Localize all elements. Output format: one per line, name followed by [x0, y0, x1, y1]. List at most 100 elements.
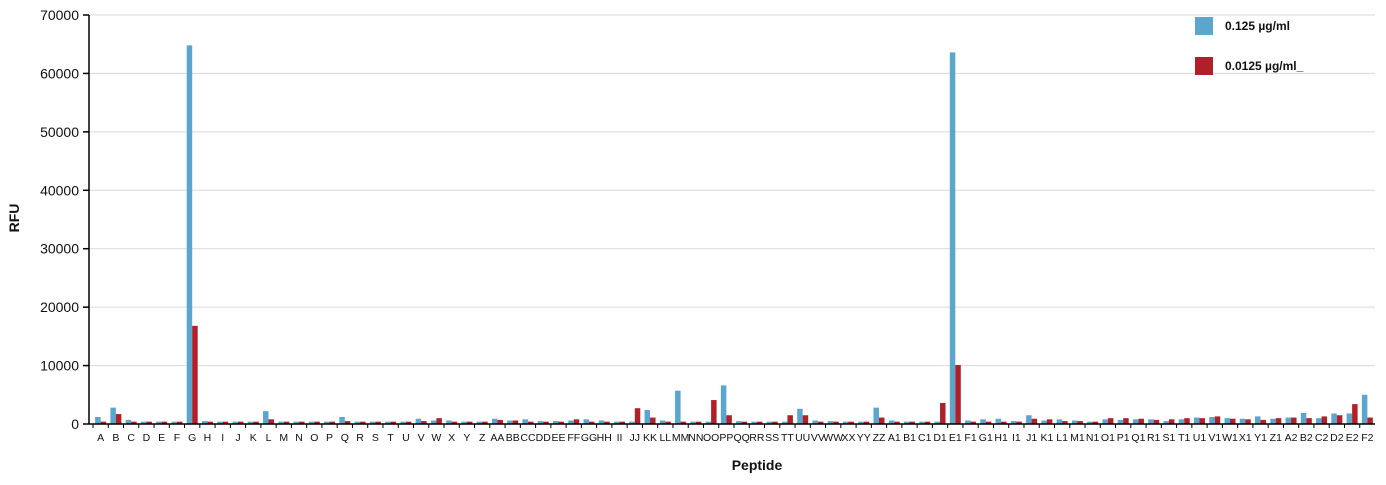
bar-series1-E2	[1346, 413, 1353, 424]
y-tick-label: 40000	[40, 182, 79, 198]
x-tick-label: S	[372, 432, 379, 444]
bar-series1-B1	[904, 421, 910, 424]
x-tick-label: EE	[551, 432, 565, 444]
x-ticks: A B C D E F G H I J K L M N O P Q R S T U V W X Y Z AA BB CC DD EE FF GG…	[92, 424, 1374, 444]
bar-series1-SS	[766, 421, 773, 424]
bar-series2-AA	[497, 419, 503, 424]
x-tick-label: F	[174, 432, 180, 444]
bar-series1-F1	[965, 420, 971, 424]
y-tick-label: 60000	[40, 65, 79, 81]
bar-series2-Q1	[1138, 418, 1144, 424]
bar-series2-S1	[1168, 419, 1175, 424]
x-tick-label: KK	[643, 432, 657, 444]
x-tick-label: C2	[1315, 432, 1329, 444]
x-tick-label: Z1	[1270, 432, 1282, 444]
bar-series2-CC	[527, 421, 534, 424]
bar-series1-CC	[522, 419, 528, 424]
bar-series1-V1	[1209, 416, 1215, 424]
bar-series1-H	[201, 421, 208, 424]
x-tick-label: X	[448, 432, 455, 444]
bar-series2-RR	[756, 421, 763, 424]
bar-series2-N1	[1092, 421, 1099, 424]
bar-series2-O1	[1107, 418, 1114, 424]
bar-series1-P	[324, 421, 330, 424]
bar-series1-D1	[934, 421, 941, 424]
bar-series2-U1	[1199, 418, 1205, 424]
x-tick-label: AA	[490, 432, 504, 444]
bar-series1-II	[614, 421, 620, 424]
x-tick-label: O	[310, 432, 318, 444]
x-tick-label: C	[127, 432, 135, 444]
bar-series1-EE	[552, 421, 559, 424]
x-tick-label: B2	[1300, 432, 1313, 444]
bar-series1-XX	[842, 421, 849, 424]
bar-series1-X	[446, 420, 452, 424]
bar-series1-F	[171, 421, 177, 424]
x-tick-label: I1	[1012, 432, 1021, 444]
bar-series2-H	[207, 421, 213, 424]
legend-label: 0.0125 µg/ml_	[1225, 59, 1304, 73]
bar-series2-Q	[344, 421, 351, 424]
x-tick-label: R1	[1147, 432, 1161, 444]
x-tick-label: W1	[1222, 432, 1238, 444]
y-ticks: 0 10000 20000 30000 40000 50000 60000 70000	[40, 7, 89, 432]
bar-series2-E2	[1352, 404, 1358, 424]
bar-series1-S	[369, 421, 376, 424]
bar-series2-S	[375, 421, 381, 424]
x-tick-label: BB	[506, 432, 520, 444]
bar-series2-E	[161, 421, 168, 424]
bar-series1-W1	[1224, 418, 1231, 424]
x-tick-label: P1	[1117, 432, 1130, 444]
bar-series2-B2	[1306, 418, 1312, 424]
bar-series1-WW	[827, 421, 834, 424]
legend-swatch	[1195, 17, 1213, 35]
x-tick-label: RR	[749, 432, 765, 444]
x-tick-label: K	[250, 432, 257, 444]
bar-series2-U	[405, 421, 412, 424]
bar-series1-BB	[507, 420, 513, 424]
x-tick-label: WW	[823, 432, 843, 444]
bar-series1-L	[263, 411, 269, 424]
x-tick-label: W	[431, 432, 441, 444]
x-tick-label: M	[279, 432, 288, 444]
bar-series2-T	[390, 421, 397, 424]
bar-series2-J	[237, 421, 244, 424]
x-tick-label: S1	[1163, 432, 1176, 444]
bar-series2-C	[131, 421, 137, 424]
x-tick-label: MM	[672, 432, 690, 444]
x-tick-label: F1	[964, 432, 976, 444]
bar-series1-MM	[675, 390, 681, 424]
bar-series2-P1	[1123, 418, 1129, 424]
bar-series2-B1	[909, 421, 915, 424]
bar-series1-T1	[1178, 419, 1185, 424]
bar-series1-J	[232, 421, 238, 424]
bar-series2-HH	[604, 421, 610, 424]
bar-series2-V1	[1214, 416, 1221, 424]
x-tick-label: O1	[1101, 432, 1115, 444]
x-tick-label: E	[158, 432, 165, 444]
bar-series1-Y	[461, 421, 467, 424]
x-tick-label: B	[112, 432, 119, 444]
bar-series1-YY	[858, 421, 864, 424]
bar-series1-E	[156, 421, 162, 424]
bar-series2-C2	[1321, 416, 1328, 424]
bar-series1-OO	[705, 421, 712, 424]
bar-series1-B	[110, 407, 116, 424]
bar-series1-I1	[1010, 421, 1017, 424]
bar-series1-A1	[888, 420, 895, 424]
axes	[88, 15, 1375, 425]
bar-series2-R1	[1153, 419, 1160, 424]
bar-series2-MM	[680, 421, 687, 424]
bar-series2-NN	[695, 421, 702, 424]
x-tick-label: D	[143, 432, 151, 444]
y-tick-label: 20000	[40, 299, 79, 315]
bar-series1-VV	[812, 420, 818, 424]
bars	[95, 45, 1373, 424]
bar-series2-SS	[772, 421, 778, 424]
bar-series2-Y1	[1260, 419, 1267, 424]
x-tick-label: VV	[811, 432, 825, 444]
bar-series2-H1	[1001, 421, 1007, 424]
bar-series1-KK	[644, 409, 651, 424]
bar-series2-R	[360, 421, 366, 424]
bar-series1-K	[247, 421, 254, 424]
